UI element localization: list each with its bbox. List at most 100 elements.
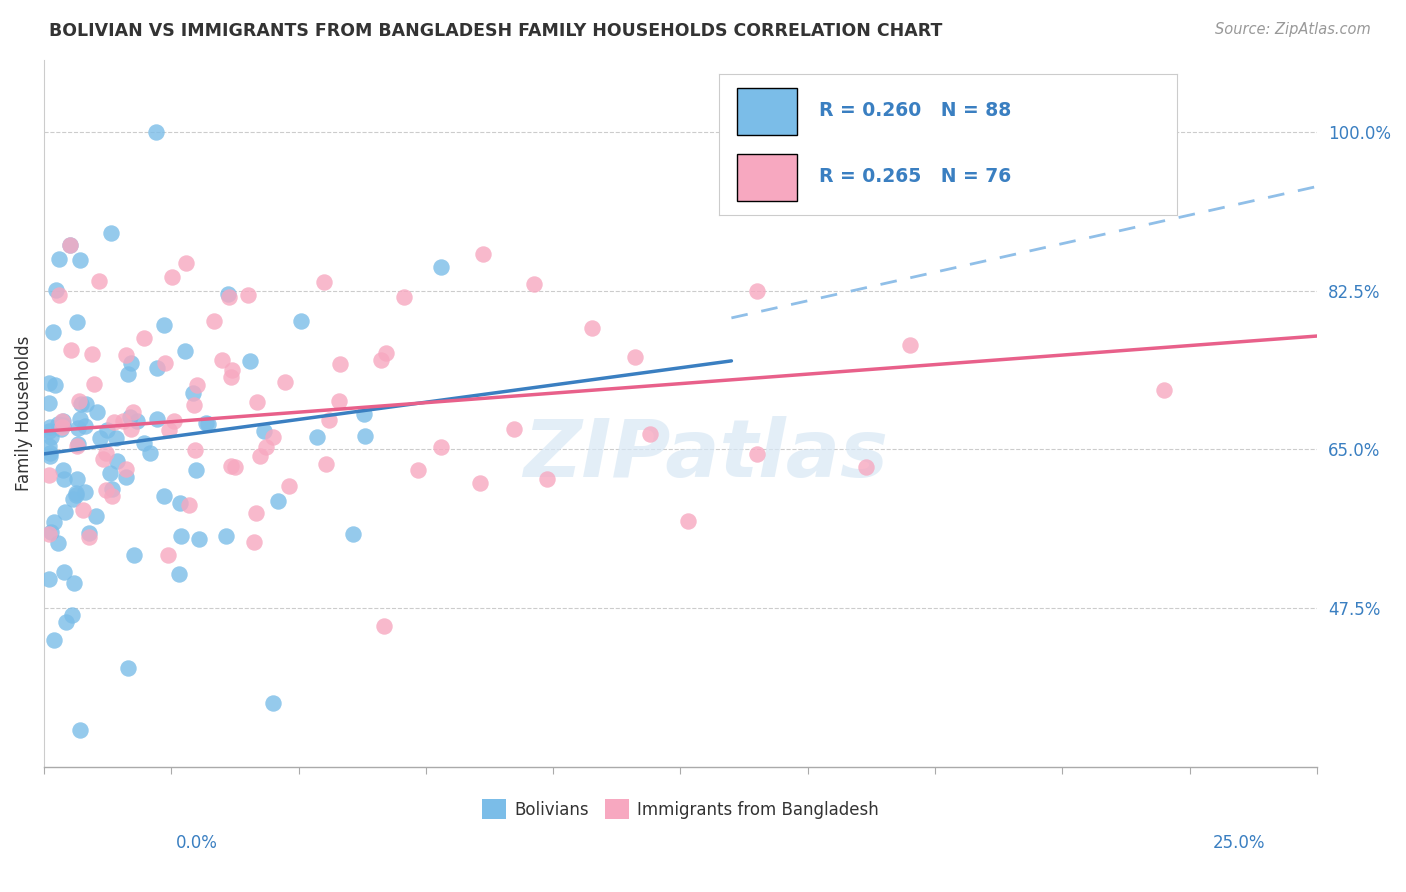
Point bbox=[69, 723, 91, 738]
Point bbox=[174, 344, 197, 359]
Point bbox=[52, 414, 75, 428]
Point bbox=[67, 394, 90, 409]
Point bbox=[94, 446, 117, 460]
Point bbox=[218, 290, 240, 304]
Point bbox=[39, 420, 62, 434]
Point bbox=[118, 409, 141, 424]
Point bbox=[38, 395, 60, 409]
Point bbox=[1153, 384, 1175, 398]
Point bbox=[73, 484, 96, 499]
Legend: Bolivians, Immigrants from Bangladesh: Bolivians, Immigrants from Bangladesh bbox=[475, 793, 886, 825]
Point bbox=[169, 566, 191, 581]
Point bbox=[855, 460, 877, 475]
Point bbox=[51, 414, 73, 428]
Point bbox=[62, 491, 84, 506]
Point bbox=[82, 346, 104, 360]
Point bbox=[468, 475, 491, 490]
Point bbox=[38, 424, 60, 438]
Point bbox=[638, 427, 661, 442]
Point bbox=[69, 253, 91, 268]
Point bbox=[96, 483, 118, 497]
Point bbox=[127, 414, 149, 428]
Text: BOLIVIAN VS IMMIGRANTS FROM BANGLADESH FAMILY HOUSEHOLDS CORRELATION CHART: BOLIVIAN VS IMMIGRANTS FROM BANGLADESH F… bbox=[49, 22, 942, 40]
Point bbox=[676, 514, 699, 528]
Point bbox=[48, 288, 70, 302]
Point bbox=[373, 619, 395, 633]
Point bbox=[267, 493, 290, 508]
Point bbox=[194, 417, 217, 431]
Point bbox=[139, 446, 162, 460]
Point bbox=[305, 430, 328, 444]
Point bbox=[392, 289, 415, 303]
Point bbox=[38, 572, 60, 586]
Point bbox=[581, 321, 603, 335]
Point bbox=[406, 463, 429, 477]
Point bbox=[39, 524, 62, 539]
Point bbox=[39, 430, 62, 444]
Point bbox=[183, 398, 205, 412]
Point bbox=[374, 346, 396, 360]
Point bbox=[328, 394, 350, 409]
Text: ZIPatlas: ZIPatlas bbox=[523, 417, 889, 494]
Point bbox=[66, 315, 89, 329]
Point bbox=[290, 314, 312, 328]
Point bbox=[69, 412, 91, 426]
Point bbox=[44, 378, 66, 392]
Point bbox=[67, 420, 90, 434]
Point bbox=[169, 496, 191, 510]
Point bbox=[153, 489, 176, 503]
Point bbox=[38, 439, 60, 453]
Point bbox=[120, 422, 142, 436]
Text: 25.0%: 25.0% bbox=[1213, 834, 1265, 852]
Point bbox=[45, 283, 67, 297]
Point bbox=[65, 488, 87, 502]
Point bbox=[239, 354, 262, 368]
Point bbox=[342, 527, 364, 541]
Point bbox=[79, 531, 101, 545]
Point bbox=[181, 386, 204, 401]
Point bbox=[98, 466, 121, 480]
Point bbox=[745, 284, 768, 298]
Point bbox=[153, 356, 176, 370]
Point bbox=[523, 277, 546, 291]
Point bbox=[211, 353, 233, 368]
Point bbox=[48, 252, 70, 266]
Point bbox=[262, 696, 284, 710]
Point bbox=[39, 445, 62, 459]
Point bbox=[122, 549, 145, 563]
Point bbox=[160, 269, 183, 284]
Point bbox=[38, 376, 60, 391]
Point bbox=[623, 350, 645, 364]
Point bbox=[101, 483, 124, 497]
Point bbox=[51, 422, 73, 436]
Point bbox=[117, 368, 139, 382]
Point bbox=[354, 429, 377, 443]
Point bbox=[224, 459, 246, 474]
Point bbox=[430, 260, 453, 274]
Point bbox=[236, 288, 259, 302]
Point bbox=[318, 413, 340, 427]
Point bbox=[245, 506, 267, 520]
Point bbox=[253, 424, 276, 438]
Point bbox=[179, 498, 201, 512]
Point bbox=[122, 405, 145, 419]
Point bbox=[115, 469, 138, 483]
Point bbox=[215, 529, 238, 543]
Point bbox=[58, 238, 80, 252]
Point bbox=[146, 360, 169, 375]
Point bbox=[66, 472, 89, 486]
Point bbox=[103, 415, 125, 429]
Point bbox=[429, 440, 451, 454]
Point bbox=[219, 370, 242, 384]
Point bbox=[197, 417, 219, 431]
Point bbox=[249, 449, 271, 463]
Point bbox=[53, 504, 76, 518]
Point bbox=[65, 485, 87, 500]
Point bbox=[183, 442, 205, 457]
Point bbox=[55, 615, 77, 629]
Point bbox=[217, 287, 239, 301]
Point bbox=[70, 397, 93, 411]
Point bbox=[157, 423, 180, 437]
Point bbox=[117, 661, 139, 675]
Point bbox=[315, 457, 337, 471]
